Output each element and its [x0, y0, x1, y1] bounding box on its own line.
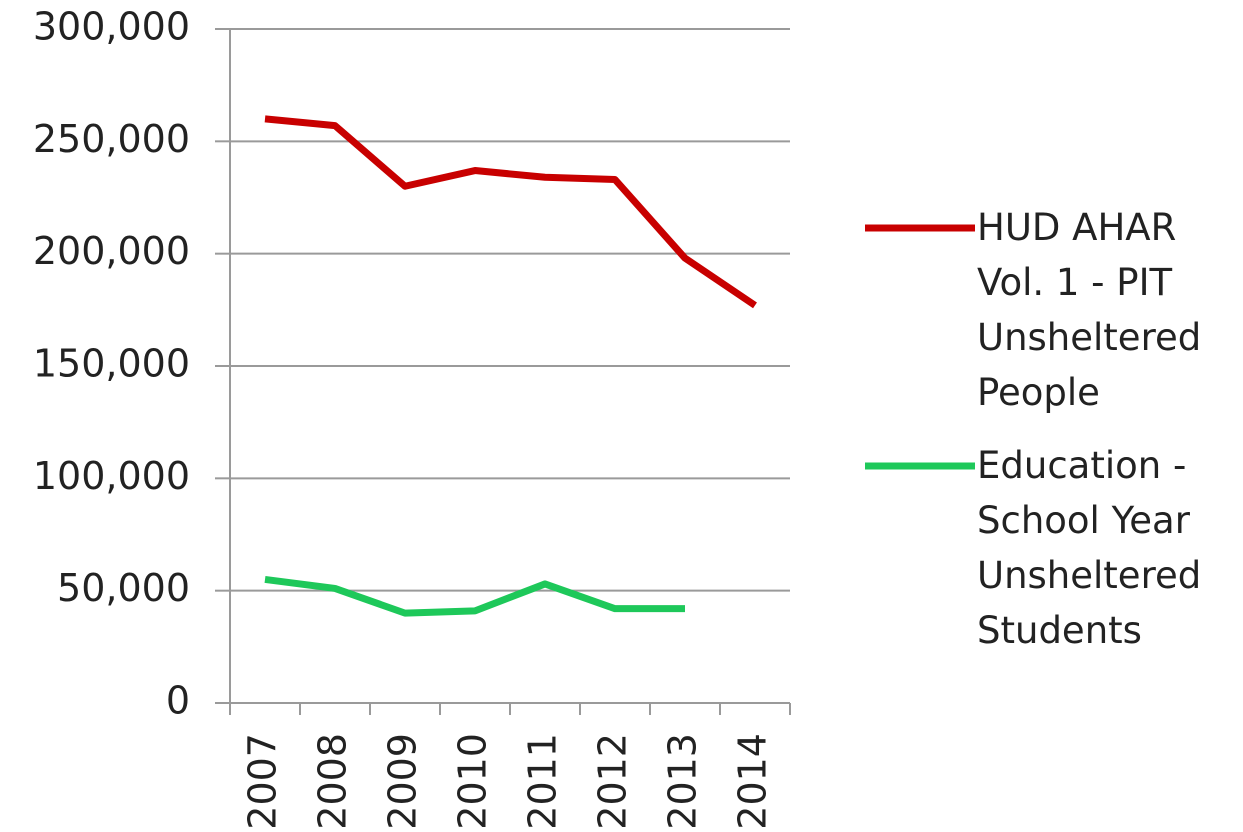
x-tick-label: 2008 — [311, 733, 355, 830]
x-tick-label: 2007 — [241, 733, 285, 830]
y-tick-label: 300,000 — [33, 5, 190, 49]
x-tick-label: 2012 — [591, 733, 635, 830]
x-tick-label: 2009 — [381, 733, 425, 830]
x-tick-label: 2014 — [731, 733, 775, 830]
x-tick-label: 2013 — [661, 733, 705, 830]
y-tick-label: 50,000 — [57, 566, 190, 610]
y-tick-label: 150,000 — [33, 342, 190, 386]
y-tick-label: 250,000 — [33, 117, 190, 161]
legend-label: Education - School Year Unsheltered Stud… — [977, 444, 1202, 652]
legend-label: HUD AHAR Vol. 1 - PIT Unsheltered People — [977, 206, 1202, 414]
x-tick-label: 2010 — [451, 733, 495, 830]
y-tick-label: 0 — [166, 679, 190, 723]
y-tick-label: 200,000 — [33, 229, 190, 273]
y-tick-label: 100,000 — [33, 454, 190, 498]
series-line — [264, 575, 685, 617]
series-line — [264, 115, 757, 309]
x-tick-label: 2011 — [521, 733, 565, 830]
